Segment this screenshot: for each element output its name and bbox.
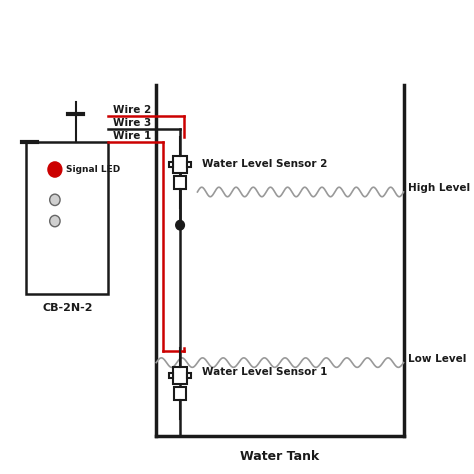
Text: Wire 3: Wire 3: [113, 118, 151, 128]
Bar: [173, 156, 187, 173]
Text: CB-2N-2: CB-2N-2: [42, 303, 92, 313]
Circle shape: [50, 215, 60, 227]
Circle shape: [50, 194, 60, 206]
Text: High Level: High Level: [408, 183, 470, 193]
Text: Low Level: Low Level: [408, 354, 466, 364]
Bar: [174, 176, 186, 189]
Text: Wire 2: Wire 2: [113, 105, 151, 115]
Bar: [173, 367, 187, 384]
Bar: [169, 374, 173, 378]
Bar: [187, 374, 191, 378]
Text: Signal LED: Signal LED: [66, 165, 120, 174]
Text: Water Level Sensor 2: Water Level Sensor 2: [202, 158, 327, 169]
Bar: [26, 142, 109, 294]
Text: Wire 1: Wire 1: [113, 131, 151, 141]
Circle shape: [48, 162, 62, 177]
Text: Water Tank: Water Tank: [240, 450, 319, 463]
Bar: [169, 163, 173, 167]
Bar: [174, 387, 186, 400]
Bar: [187, 163, 191, 167]
Circle shape: [176, 220, 184, 230]
Text: Water Level Sensor 1: Water Level Sensor 1: [202, 367, 327, 377]
